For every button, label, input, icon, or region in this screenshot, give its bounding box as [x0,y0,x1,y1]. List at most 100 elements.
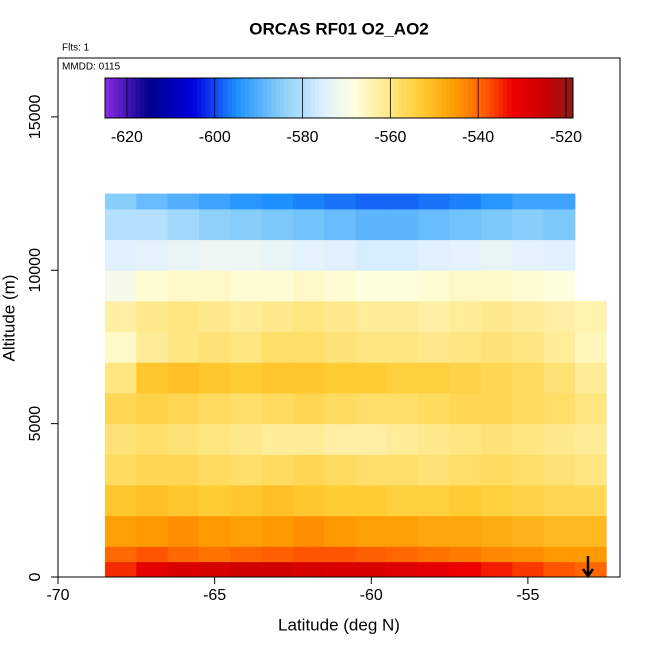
cell [449,561,482,578]
colorbar-tick-label: -520 [550,129,582,146]
cell [480,239,513,271]
colorbar-swatch [411,78,417,118]
cell [480,362,513,394]
cell [449,239,482,271]
colorbar-swatch [275,78,281,118]
colorbar-swatch [231,78,237,118]
cell [418,239,451,271]
cell [167,208,200,241]
cell [230,270,263,302]
cell [386,546,419,563]
cell [574,392,607,425]
cell [449,392,482,425]
cell [261,331,294,363]
cell [104,331,137,363]
cell [261,454,294,486]
cell [355,423,388,455]
cell [324,546,357,563]
colorbar-swatch [323,78,329,118]
colorbar-swatch [214,78,220,118]
colorbar-swatch [349,78,355,118]
cell [480,546,513,563]
cell [355,454,388,486]
colorbar-swatch [463,78,469,118]
cell [512,423,545,455]
colorbar-swatch [551,78,557,118]
cell [198,515,231,547]
colorbar-swatch [485,78,491,118]
cell [512,331,545,363]
cell [480,515,513,547]
colorbar-swatch [236,78,242,118]
cell [355,484,388,517]
cell [512,193,545,210]
cell [386,515,419,547]
cell [324,270,357,302]
cell [136,561,169,578]
cell [418,193,451,210]
cell [230,454,263,486]
colorbar-swatch [481,78,487,118]
cell [292,423,325,455]
cell [418,392,451,425]
cell [543,484,576,517]
cell [386,331,419,363]
colorbar-swatch [174,78,180,118]
cell [167,270,200,302]
cell [574,300,607,333]
colorbar-swatch [157,78,163,118]
colorbar-swatch [223,78,228,118]
cell [292,561,325,578]
colorbar-swatch [568,78,574,118]
cell [292,484,325,517]
cell [167,362,200,394]
cell [324,484,357,517]
cell [136,331,169,363]
cell [104,270,137,302]
colorbar-swatch [424,78,430,118]
cell [104,239,137,271]
cell [136,208,169,241]
colorbar-swatch [520,78,526,118]
cell [104,208,137,241]
cell [324,208,357,241]
cell [324,331,357,363]
colorbar-swatch [240,78,246,118]
cell [418,484,451,517]
cell [512,546,545,563]
cell [104,515,137,547]
colorbar-swatch [170,78,176,118]
colorbar-swatch [118,78,123,118]
cell [104,193,137,210]
cell [386,454,419,486]
colorbar-swatch [529,78,535,118]
cell [449,454,482,486]
colorbar-swatch [459,78,465,118]
cell [512,515,545,547]
cell [449,331,482,363]
cell [543,331,576,363]
cell [292,193,325,210]
colorbar-swatch [328,78,333,118]
colorbar-tick-label: -620 [111,129,143,146]
cell [230,300,263,333]
cell [136,239,169,271]
cell [324,362,357,394]
cell [167,423,200,455]
colorbar-frame [104,77,574,119]
cell [449,193,482,210]
cell [136,270,169,302]
cell [198,239,231,271]
colorbar-swatch [218,78,224,118]
cell [198,423,231,455]
cell [543,392,576,425]
cell [386,423,419,455]
cell [261,270,294,302]
cell [418,546,451,563]
colorbar-swatch [201,78,207,118]
cell [449,515,482,547]
cell [136,484,169,517]
annotation: Flts: 1 [62,43,90,54]
colorbar-swatch [489,78,495,118]
cell [480,270,513,302]
